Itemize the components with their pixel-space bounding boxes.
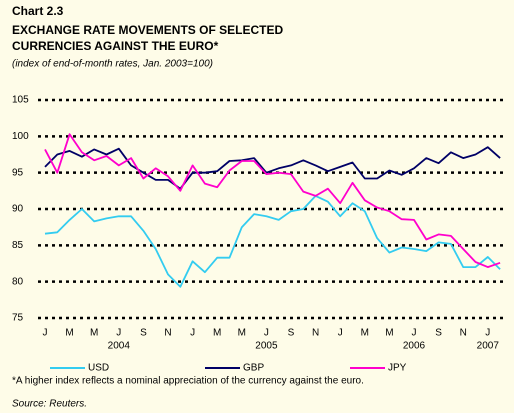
y-tick-label: 80 [12, 276, 24, 287]
year-label: 2004 [108, 341, 131, 352]
year-label: 2005 [255, 341, 278, 352]
x-tick-label: J [190, 328, 195, 339]
x-tick-label: M [90, 328, 98, 339]
year-label: 2007 [477, 341, 500, 352]
x-tick-label: M [213, 328, 221, 339]
x-tick-label: J [338, 328, 343, 339]
chart-subtitle: (index of end-of-month rates, Jan. 2003=… [12, 59, 213, 70]
chart-label: Chart 2.3 [12, 4, 64, 18]
legend-label: USD [88, 363, 109, 374]
x-tick-label: S [435, 328, 442, 339]
x-tick-label: J [485, 328, 490, 339]
footnote: *A higher index reflects a nominal appre… [12, 376, 364, 387]
legend-label: GBP [243, 363, 264, 374]
source: Source: Reuters. [12, 399, 87, 410]
series-line [44, 195, 501, 288]
x-tick-label: J [264, 328, 269, 339]
legend-label: JPY [388, 363, 407, 374]
y-tick-label: 95 [12, 167, 24, 178]
y-tick-label: 100 [12, 131, 29, 142]
x-tick-label: M [65, 328, 73, 339]
x-tick-label: M [361, 328, 369, 339]
x-tick-label: J [116, 328, 121, 339]
chart-title: CURRENCIES AGAINST THE EURO* [12, 39, 219, 53]
x-tick-label: N [460, 328, 467, 339]
x-tick-label: N [312, 328, 319, 339]
series-line [44, 133, 501, 268]
chart-title: EXCHANGE RATE MOVEMENTS OF SELECTED [12, 23, 283, 37]
x-tick-label: M [385, 328, 393, 339]
x-tick-label: N [164, 328, 171, 339]
y-tick-label: 75 [12, 313, 24, 324]
x-tick-label: M [238, 328, 246, 339]
x-tick-label: J [412, 328, 417, 339]
y-tick-label: 85 [12, 240, 24, 251]
x-tick-label: S [140, 328, 147, 339]
series-line [44, 146, 501, 190]
x-tick-label: J [43, 328, 48, 339]
year-label: 2006 [403, 341, 426, 352]
y-tick-label: 105 [12, 95, 29, 106]
x-tick-label: S [288, 328, 295, 339]
y-tick-label: 90 [12, 204, 24, 215]
